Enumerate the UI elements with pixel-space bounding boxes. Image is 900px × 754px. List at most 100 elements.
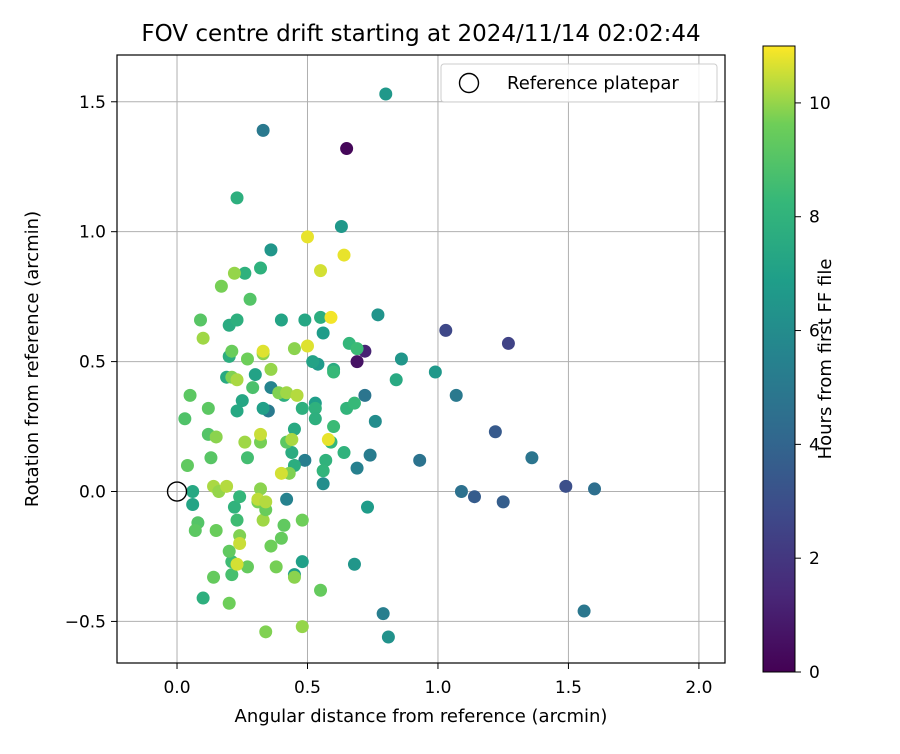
y-axis-label: Rotation from reference (arcmin) — [22, 211, 43, 507]
scatter-point — [347, 557, 361, 571]
scatter-point — [449, 388, 463, 402]
scatter-point — [243, 292, 257, 306]
scatter-point — [256, 123, 270, 137]
scatter-point — [337, 248, 351, 262]
y-tick-label: 1.5 — [79, 93, 106, 113]
y-tick-label: 1.0 — [79, 223, 106, 243]
scatter-point — [264, 539, 278, 553]
scatter-point — [233, 490, 247, 504]
scatter-point — [209, 430, 223, 444]
scatter-point — [201, 401, 215, 415]
colorbar-tick-label: 10 — [809, 94, 831, 114]
scatter-point — [371, 308, 385, 322]
scatter-point — [577, 604, 591, 618]
plot-frame — [116, 54, 726, 664]
scatter-point — [274, 313, 288, 327]
y-tick-label: −0.5 — [65, 612, 106, 632]
data-points — [178, 87, 602, 644]
scatter-point — [220, 479, 234, 493]
scatter-point — [314, 264, 328, 278]
scatter-point — [363, 448, 377, 462]
scatter-point — [295, 401, 309, 415]
scatter-point — [246, 381, 260, 395]
scatter-point — [230, 513, 244, 527]
scatter-point — [525, 451, 539, 465]
scatter-point — [314, 310, 328, 324]
scatter-point — [287, 422, 301, 436]
scatter-point — [238, 435, 252, 449]
legend-box — [440, 63, 718, 103]
x-tick-label: 1.0 — [424, 678, 451, 698]
scatter-point — [196, 331, 210, 345]
scatter-point — [285, 446, 299, 460]
scatter-point — [327, 365, 341, 379]
scatter-point — [238, 266, 252, 280]
scatter-point — [306, 355, 320, 369]
scatter-point — [274, 466, 288, 480]
x-axis-label: Angular distance from reference (arcmin) — [235, 706, 608, 727]
scatter-point — [308, 401, 322, 415]
scatter-point — [225, 344, 239, 358]
scatter-point — [240, 451, 254, 465]
reference-platepar-marker — [166, 481, 188, 502]
scatter-point — [347, 396, 361, 410]
scatter-point — [314, 583, 328, 597]
scatter-point — [368, 414, 382, 428]
scatter-point — [256, 513, 270, 527]
scatter-point — [222, 596, 236, 610]
scatter-point — [327, 420, 341, 434]
scatter-point — [358, 388, 372, 402]
scatter-point — [277, 518, 291, 532]
scatter-point — [308, 412, 322, 426]
scatter-point — [280, 386, 294, 400]
reference-marker-layer — [166, 481, 188, 502]
scatter-point — [290, 388, 304, 402]
scatter-point — [233, 536, 247, 550]
scatter-point — [227, 266, 241, 280]
scatter-point — [316, 477, 330, 491]
scatter-point — [316, 464, 330, 478]
scatter-point — [300, 339, 314, 353]
colorbar-gradient — [762, 45, 796, 673]
colorbar: 0 2 4 6 8 10 Hours from first FF file — [762, 45, 836, 683]
scatter-point — [337, 446, 351, 460]
scatter-point — [413, 453, 427, 467]
scatter-point — [269, 560, 283, 574]
scatter-point — [264, 362, 278, 376]
scatter-point — [295, 513, 309, 527]
scatter-point — [496, 495, 510, 509]
scatter-point — [196, 591, 210, 605]
scatter-point — [188, 523, 202, 537]
colorbar-tick-label: 0 — [809, 663, 820, 683]
scatter-point — [214, 279, 228, 293]
colorbar-tick-label: 4 — [809, 435, 820, 455]
legend-entry-label: Reference platepar — [507, 73, 679, 94]
scatter-point — [439, 323, 453, 337]
x-axis-ticks: 0.0 0.5 1.0 1.5 2.0 — [163, 663, 712, 698]
scatter-point — [319, 453, 333, 467]
scatter-point — [222, 544, 236, 558]
scatter-point — [389, 373, 403, 387]
scatter-point — [350, 342, 364, 356]
scatter-point — [287, 570, 301, 584]
scatter-point — [209, 523, 223, 537]
scatter-point — [256, 401, 270, 415]
scatter-point — [235, 394, 249, 408]
scatter-point — [280, 492, 294, 506]
scatter-point — [467, 490, 481, 504]
scatter-point — [394, 352, 408, 366]
scatter-point — [183, 388, 197, 402]
scatter-point — [321, 433, 335, 447]
scatter-point — [180, 459, 194, 473]
scatter-point — [259, 495, 273, 509]
legend-reference-marker-icon — [458, 72, 480, 94]
scatter-point — [379, 87, 393, 101]
scatter-point — [254, 261, 268, 275]
scatter-point — [287, 342, 301, 356]
colorbar-label: Hours from first FF file — [815, 259, 836, 460]
x-tick-label: 2.0 — [685, 678, 712, 698]
colorbar-ticks: 0 2 4 6 8 10 — [795, 94, 831, 683]
scatter-point — [300, 230, 314, 244]
scatter-point — [274, 531, 288, 545]
